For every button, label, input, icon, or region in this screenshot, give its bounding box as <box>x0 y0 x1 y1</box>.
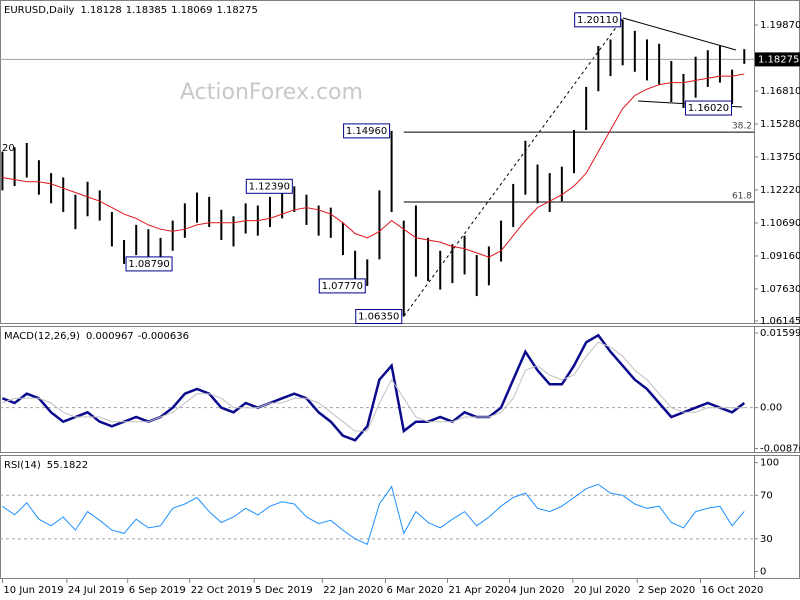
price-annotation: 1.07770 <box>322 281 363 292</box>
price-annotation: 1.06350 <box>358 312 399 323</box>
y-tick-label: 1.13750 <box>760 152 800 163</box>
y-tick-label: 1.15280 <box>760 119 800 130</box>
reading: 1.18128 <box>80 5 121 16</box>
cut-label: 20 <box>2 143 15 154</box>
price-annotation: 1.14960 <box>346 126 387 137</box>
x-tick-label: 24 Jul 2019 <box>68 585 125 596</box>
reading: -0.000636 <box>138 331 189 342</box>
x-tick-label: 4 Jun 2020 <box>511 585 565 596</box>
y-tick-label: 100 <box>760 458 779 469</box>
y-tick-label: 1.19870 <box>760 20 800 31</box>
price-annotation: 1.12390 <box>249 181 290 192</box>
x-tick-label: 2 Sep 2020 <box>638 585 695 596</box>
last-price-label: 1.18275 <box>758 54 799 65</box>
price-annotation-box <box>574 12 622 28</box>
y-tick-label: 1.09160 <box>760 251 800 262</box>
price-annotation-box <box>343 123 391 139</box>
panel-title: MACD(12,26,9) <box>4 331 80 342</box>
price-annotation-box <box>245 178 293 194</box>
price-annotation-box <box>684 100 732 116</box>
indicator-line <box>1 333 746 442</box>
price-annotation: 1.20110 <box>577 15 618 26</box>
reading: 1.18275 <box>217 5 258 16</box>
price-annotation: 1.08790 <box>128 259 169 270</box>
x-tick-label: 22 Jan 2020 <box>323 585 383 596</box>
reading: 1.18385 <box>126 5 167 16</box>
panel-title: EURUSD,Daily <box>4 5 75 16</box>
price-annotation-box <box>355 309 403 325</box>
x-tick-label: 6 Sep 2019 <box>129 585 186 596</box>
y-tick-label: 30 <box>760 534 773 545</box>
panel-frame <box>0 0 800 324</box>
trend-line <box>622 17 737 51</box>
reading: 0.000967 <box>86 331 134 342</box>
last-price-box <box>755 52 800 67</box>
y-tick-label: 1.10690 <box>760 218 800 229</box>
price-annotation-box <box>125 256 173 272</box>
fib-label: 38.2 <box>732 122 752 132</box>
x-tick-label: 16 Oct 2020 <box>701 585 763 596</box>
watermark: ActionForex.com <box>180 80 363 105</box>
x-tick-label: 22 Oct 2019 <box>191 585 253 596</box>
y-tick-label: 1.07630 <box>760 284 800 295</box>
y-tick-label: -0.00876 <box>760 444 800 455</box>
indicator-line <box>2 483 745 545</box>
panel-frame <box>0 326 800 453</box>
y-tick-label: 0 <box>760 566 766 577</box>
y-tick-label: 1.16810 <box>760 86 800 97</box>
x-tick-label: 21 Apr 2020 <box>449 585 511 596</box>
reading: 1.18069 <box>171 5 212 16</box>
price-annotation-box <box>318 278 366 294</box>
y-tick-label: 0.00 <box>760 403 782 414</box>
fib-label: 61.8 <box>732 192 752 202</box>
y-tick-label: 0.015991 <box>760 328 800 339</box>
x-tick-label: 10 Jun 2019 <box>3 585 63 596</box>
x-tick-label: 20 Jul 2020 <box>574 585 631 596</box>
price-annotation: 1.16020 <box>688 103 729 114</box>
y-tick-label: 1.12220 <box>760 185 800 196</box>
panel-title: RSI(14) <box>4 460 41 471</box>
moving-average <box>2 73 745 258</box>
y-tick-label: 1.06145 <box>760 316 800 327</box>
y-tick-label: 70 <box>760 490 773 501</box>
x-tick-label: 6 Mar 2020 <box>387 585 444 596</box>
reading: 55.1822 <box>47 460 88 471</box>
indicator-line <box>2 341 745 432</box>
x-tick-label: 5 Dec 2019 <box>255 585 313 596</box>
